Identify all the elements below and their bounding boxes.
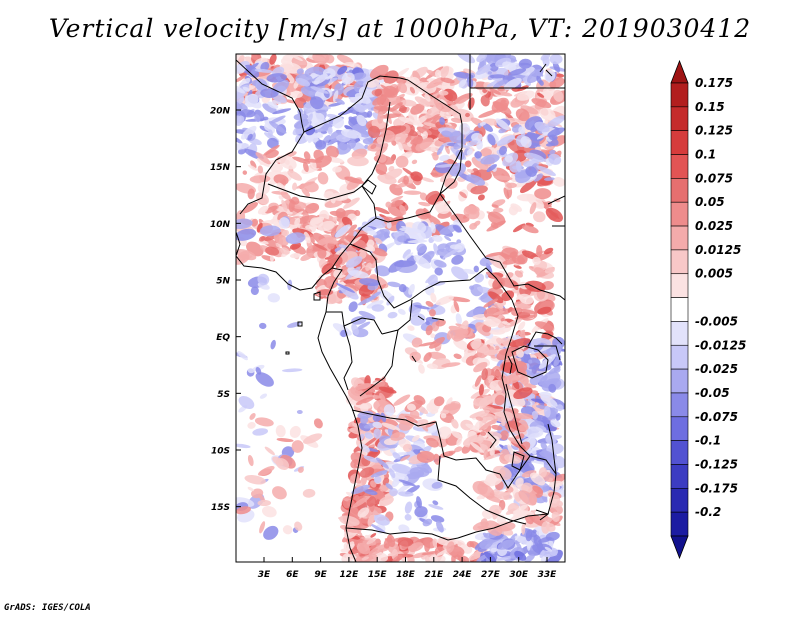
colorbar-label: 0.075: [695, 171, 733, 185]
colorbar-label: -0.0125: [695, 338, 746, 352]
lake-chad: [361, 179, 377, 195]
map-boundaries: [236, 54, 565, 562]
colorbar-swatch: [670, 488, 689, 513]
colorbar-label: 0.125: [695, 124, 733, 138]
credit-label: GrADS: IGES/COLA: [4, 603, 91, 613]
colorbar-swatch: [670, 130, 689, 155]
y-tick-label: 5N: [216, 277, 230, 287]
border-libya-egypt: [407, 79, 463, 195]
colorbar-label: -0.175: [695, 481, 738, 495]
border-nigeria-cameroon: [331, 185, 377, 269]
y-axis: 20N 15N 10N 5N EQ 5S 10S 15S: [210, 107, 241, 513]
x-tick-label: 18E: [396, 570, 416, 580]
x-tick-label: 33E: [538, 570, 558, 580]
colorbar-label: 0.05: [695, 195, 725, 209]
x-tick-label: 9E: [314, 570, 327, 580]
colorbar-swatch: [670, 154, 689, 179]
colorbar-swatch: [670, 82, 689, 108]
border-gabon-congo: [343, 325, 353, 391]
colorbar-label: -0.05: [695, 386, 730, 400]
x-tick-label: 27E: [481, 570, 501, 580]
map-frame: [235, 53, 566, 563]
border-chad-car: [375, 193, 487, 259]
y-tick-label: 5S: [217, 390, 230, 400]
border-angola-zambia: [437, 455, 527, 525]
colorbar-label: -0.005: [695, 314, 738, 328]
colorbar-swatch: [670, 297, 689, 322]
y-tick-label: 20N: [210, 107, 231, 117]
colorbar-label: 0.175: [695, 76, 733, 90]
colorbar-swatch: [670, 511, 689, 537]
x-tick-label: 3E: [258, 570, 271, 580]
colorbar-swatch: [670, 178, 689, 203]
colorbar-swatch: [670, 201, 689, 227]
colorbar-swatch: [670, 368, 689, 394]
x-tick-label: 6E: [286, 570, 299, 580]
colorbar-label: 0.1: [695, 148, 716, 162]
colorbar-upper-arrow: [670, 59, 689, 84]
colorbar-lower-arrow: [670, 535, 689, 560]
colorbar-label: 0.0125: [695, 243, 741, 257]
vertical-velocity-field: [236, 54, 565, 562]
border-zambia-south: [457, 513, 549, 539]
border-chad-sudan: [439, 149, 463, 195]
colorbar-swatch: [670, 321, 689, 346]
border-drc-angola: [351, 409, 501, 475]
map-title: Vertical velocity [m/s] at 1000hPa, VT: …: [48, 14, 752, 43]
colorbar-label: -0.125: [695, 457, 738, 471]
colorbar-label: -0.025: [695, 362, 738, 376]
x-tick-label: 12E: [340, 570, 360, 580]
lake-malawi: [547, 423, 557, 475]
colorbar-label: 0.15: [695, 100, 725, 114]
y-tick-label: 15S: [211, 503, 230, 513]
border-angola-namibia: [345, 527, 459, 541]
border-algeria-libya: [236, 59, 305, 133]
x-tick-label: 21E: [424, 570, 444, 580]
colorbar-label: 0.005: [695, 267, 733, 281]
border-congo-drc: [359, 299, 413, 397]
colorbar-swatch: [670, 106, 689, 131]
y-tick-label: 10N: [210, 220, 231, 230]
colorbar-label: -0.1: [695, 434, 721, 448]
x-tick-label: 24E: [453, 570, 473, 580]
y-tick-label: 10S: [211, 447, 230, 457]
border-south-sudan: [485, 257, 565, 301]
colorbar-label: 0.025: [695, 219, 733, 233]
bioko-island: [313, 291, 321, 301]
colorbar-swatch: [670, 392, 689, 418]
colorbar-swatch: [670, 249, 689, 275]
y-tick-label: 15N: [210, 163, 231, 173]
x-tick-label: 30E: [509, 570, 529, 580]
x-axis: 3E 6E 9E 12E 15E 18E 21E 24E 27E 30E 33E: [258, 557, 557, 580]
border-car-south: [349, 243, 513, 309]
colorbar-swatch: [670, 464, 689, 489]
border-niger-chad: [361, 101, 391, 187]
colorbar-swatch: [670, 440, 689, 465]
colorbar-swatch: [670, 225, 689, 251]
colorbar-swatch: [670, 273, 689, 298]
x-tick-label: 15E: [368, 570, 388, 580]
coastline-west-africa: [236, 231, 363, 562]
colorbar-label: -0.2: [695, 505, 721, 519]
y-tick-label: EQ: [216, 333, 230, 343]
colorbar-label: -0.075: [695, 410, 738, 424]
lake-albert: [507, 355, 513, 375]
lake-tanganyika: [505, 383, 523, 445]
colorbar-swatch: [670, 416, 689, 441]
colorbar-swatch: [670, 344, 689, 370]
border-cameroon-gabon: [326, 311, 383, 335]
border-niger-nigeria: [239, 131, 305, 215]
colorbar: 0.175 0.15 0.125 0.1 0.075 0.05 0.025 0.0125 0.0…: [670, 59, 746, 560]
lake-victoria: [511, 345, 549, 379]
